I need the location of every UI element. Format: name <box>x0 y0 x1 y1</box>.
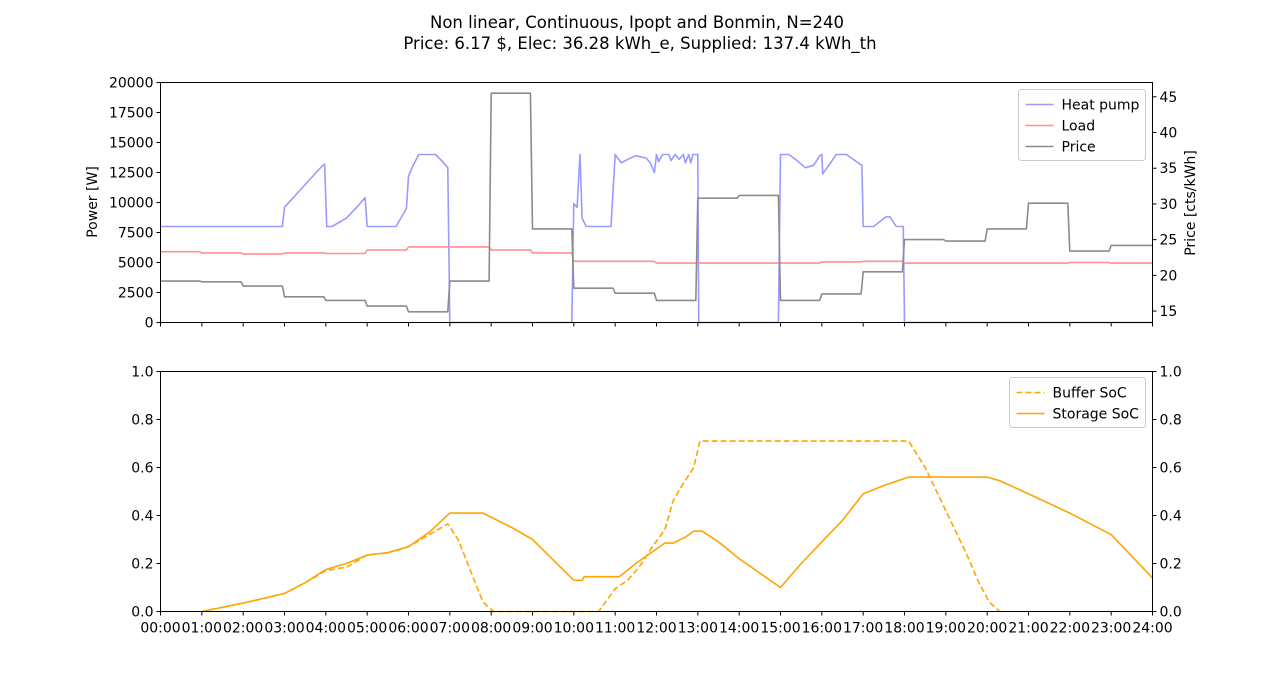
x-tick-label-23: 23:00 <box>1091 621 1131 637</box>
series-line-0 <box>160 153 1153 324</box>
chart-title-line1: Non linear, Continuous, Ipopt and Bonmin… <box>430 13 844 32</box>
x-tick-label-6: 06:00 <box>388 621 428 637</box>
x-tick-label-13: 13:00 <box>678 621 718 637</box>
y-axis-label: Power [W] <box>85 166 101 238</box>
top-legend: Heat pump Load Price <box>1018 89 1146 161</box>
y-tick-label-6: 15000 <box>109 136 154 152</box>
x-tick-label-10: 10:00 <box>554 621 594 637</box>
x-tick-label-21: 21:00 <box>1008 621 1048 637</box>
soc-line-1 <box>201 476 1154 613</box>
y-tick-label-5: 1.0 <box>131 365 153 381</box>
x-tick-label-22: 22:00 <box>1050 621 1090 637</box>
y-right-tick-label-0: 0.0 <box>1160 605 1182 621</box>
y-tick-label-7: 17500 <box>109 106 154 122</box>
series-line-1 <box>160 246 1153 264</box>
series-line-2 <box>160 92 1153 313</box>
x-tick-label-12: 12:00 <box>636 621 676 637</box>
y-axis-right-label: Price [cts/kWh] <box>1183 150 1199 256</box>
y-tick-label-2: 5000 <box>118 256 154 272</box>
legend-label-0: Heat pump <box>1062 98 1140 114</box>
x-tick-label-5: 05:00 <box>347 621 387 637</box>
x-tick-label-11: 11:00 <box>595 621 635 637</box>
x-tick-label-24: 24:00 <box>1132 621 1172 637</box>
y-tick-label-3: 0.6 <box>131 461 153 477</box>
y-tick-label-1: 2500 <box>118 286 154 302</box>
y-right-tick-label-3: 30 <box>1160 197 1178 213</box>
y-tick-label-1: 0.2 <box>131 557 153 573</box>
y-tick-label-8: 20000 <box>109 76 154 92</box>
x-tick-label-3: 03:00 <box>264 621 304 637</box>
y-right-tick-label-5: 40 <box>1160 126 1178 142</box>
y-tick-label-0: 0.0 <box>131 605 153 621</box>
y-tick-label-0: 0 <box>145 316 154 332</box>
y-tick-label-2: 0.4 <box>131 509 153 525</box>
x-tick-label-17: 17:00 <box>843 621 883 637</box>
y-right-tick-label-4: 0.8 <box>1160 413 1182 429</box>
y-right-tick-label-1: 0.2 <box>1160 557 1182 573</box>
legend-label-2: Price <box>1062 140 1096 156</box>
x-tick-label-16: 16:00 <box>802 621 842 637</box>
soc-line-0 <box>201 440 1001 613</box>
y-right-tick-label-1: 20 <box>1160 268 1178 284</box>
x-tick-label-14: 14:00 <box>719 621 759 637</box>
y-right-tick-label-2: 0.4 <box>1160 509 1182 525</box>
power-price-axes: 0 2500 5000 7500 10000 12500 15000 17500 20000 1… <box>85 76 1199 332</box>
x-tick-label-4: 04:00 <box>306 621 346 637</box>
y-tick-label-4: 10000 <box>109 196 154 212</box>
x-tick-label-2: 02:00 <box>223 621 263 637</box>
x-tick-label-8: 08:00 <box>471 621 511 637</box>
x-tick-label-15: 15:00 <box>760 621 800 637</box>
y-right-tick-label-6: 45 <box>1160 90 1178 106</box>
legend-label-0: Buffer SoC <box>1053 386 1127 402</box>
x-tick-label-20: 20:00 <box>967 621 1007 637</box>
y-right-tick-label-2: 25 <box>1160 233 1178 249</box>
x-tick-label-9: 09:00 <box>512 621 552 637</box>
legend-label-1: Storage SoC <box>1053 407 1140 423</box>
y-tick-label-5: 12500 <box>109 166 154 182</box>
soc-axes: 0.0 0.2 0.4 0.6 0.8 1.0 0.0 0.2 0.4 0.6 0.8 1.0 00… <box>131 365 1182 637</box>
legend-label-1: Load <box>1062 119 1096 135</box>
x-tick-label-7: 07:00 <box>430 621 470 637</box>
x-tick-label-18: 18:00 <box>884 621 924 637</box>
y-right-tick-label-5: 1.0 <box>1160 365 1182 381</box>
y-tick-label-3: 7500 <box>118 226 154 242</box>
y-right-tick-label-3: 0.6 <box>1160 461 1182 477</box>
x-tick-label-19: 19:00 <box>926 621 966 637</box>
bottom-plot-frame <box>160 371 1153 612</box>
x-tick-label-1: 01:00 <box>182 621 222 637</box>
y-right-tick-label-0: 15 <box>1160 304 1178 320</box>
bottom-legend: Buffer SoC Storage SoC <box>1009 377 1146 428</box>
legend-box <box>1009 377 1146 428</box>
legend-box <box>1018 89 1146 161</box>
top-plot-frame <box>160 82 1153 323</box>
x-tick-label-0: 00:00 <box>140 621 180 637</box>
y-tick-label-4: 0.8 <box>131 413 153 429</box>
y-right-tick-label-4: 35 <box>1160 161 1178 177</box>
chart-title-line2: Price: 6.17 $, Elec: 36.28 kWh_e, Suppli… <box>403 34 876 54</box>
